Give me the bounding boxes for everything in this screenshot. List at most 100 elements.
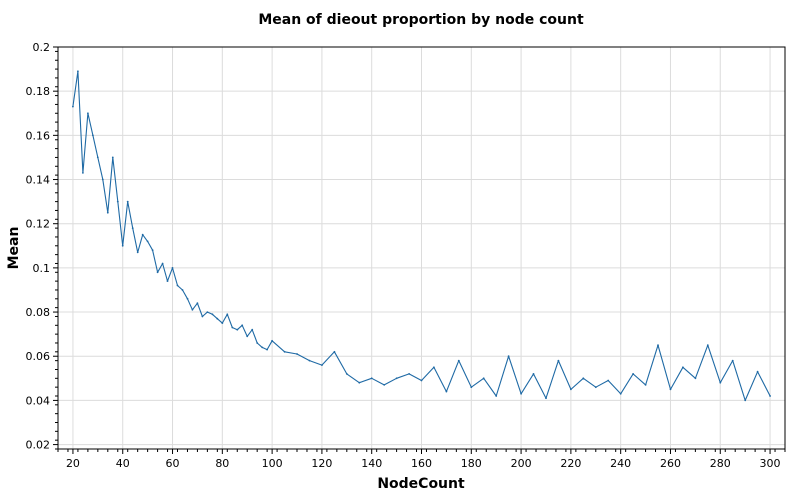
data-point	[657, 344, 659, 347]
data-point	[682, 366, 684, 369]
data-point	[96, 156, 99, 159]
chart-title: Mean of dieout proportion by node count	[258, 12, 584, 28]
data-point	[251, 328, 254, 331]
data-point	[231, 326, 234, 329]
data-point	[111, 156, 114, 159]
data-point	[161, 262, 164, 265]
x-tick-label: 220	[560, 457, 581, 470]
data-point	[221, 322, 224, 324]
data-point	[769, 395, 771, 397]
data-point	[619, 392, 622, 395]
y-tick-label: 0.04	[26, 394, 51, 407]
data-point	[345, 373, 348, 375]
y-tick-label: 0.06	[26, 350, 51, 363]
data-point	[545, 397, 547, 400]
data-point	[694, 377, 697, 380]
data-point	[532, 373, 535, 375]
x-tick-label: 160	[411, 457, 432, 470]
data-point	[731, 359, 734, 362]
x-tick-label: 200	[511, 457, 532, 470]
data-point	[211, 313, 214, 316]
data-point	[171, 267, 174, 269]
data-point	[408, 373, 410, 375]
data-point	[82, 172, 84, 174]
y-tick-label: 0.02	[26, 439, 51, 452]
y-tick-label: 0.08	[26, 306, 51, 319]
data-point	[206, 311, 209, 313]
data-point	[482, 377, 485, 380]
data-point	[495, 395, 498, 397]
x-tick-label: 180	[461, 457, 482, 470]
data-point	[333, 350, 336, 353]
x-tick-label: 80	[215, 457, 229, 470]
data-point	[176, 284, 179, 287]
data-point	[196, 302, 199, 305]
data-point	[266, 348, 268, 351]
data-point	[582, 377, 585, 380]
data-point	[141, 233, 144, 236]
data-point	[557, 359, 560, 362]
y-axis: 0.02 0.04 0.06 0.08 0.1 0.12 0.14 0.16 0.18 0.2	[26, 41, 58, 452]
data-point	[226, 313, 229, 316]
x-tick-label: 120	[311, 457, 332, 470]
data-point	[241, 324, 244, 327]
data-point	[507, 355, 510, 358]
data-point	[669, 388, 672, 391]
x-tick-label: 100	[262, 457, 283, 470]
x-tick-label: 20	[66, 457, 80, 470]
x-tick-label: 280	[710, 457, 731, 470]
x-tick-label: 140	[361, 457, 382, 470]
data-point	[166, 280, 169, 282]
data-point	[632, 373, 634, 375]
data-point	[644, 384, 647, 386]
data-point	[457, 359, 460, 362]
data-point	[744, 399, 747, 402]
data-point	[271, 339, 273, 342]
data-point	[520, 392, 522, 395]
y-axis-label: Mean	[6, 227, 22, 270]
data-point	[146, 240, 149, 243]
data-point	[151, 249, 154, 252]
x-tick-label: 60	[166, 457, 180, 470]
data-point	[283, 350, 286, 353]
data-point	[131, 227, 134, 230]
data-point	[607, 379, 610, 382]
data-point	[236, 328, 239, 331]
data-point	[395, 377, 398, 380]
x-axis-label: NodeCount	[377, 476, 465, 492]
data-point	[246, 335, 249, 338]
data-point	[321, 364, 323, 366]
data-point	[296, 353, 298, 355]
x-tick-label: 40	[116, 457, 130, 470]
data-point	[92, 134, 94, 137]
data-point	[420, 379, 423, 382]
series-layer	[72, 70, 771, 402]
data-point	[106, 211, 109, 214]
y-tick-label: 0.18	[26, 85, 51, 98]
data-point	[186, 297, 189, 300]
data-point	[706, 344, 709, 347]
x-tick-label: 300	[760, 457, 781, 470]
data-point	[370, 377, 373, 380]
x-axis: 20 40 60 80 100 120 140 160 180 200 220 240 260 280 30…	[57, 449, 786, 470]
x-tick-label: 260	[660, 457, 681, 470]
y-tick-label: 0.14	[26, 174, 51, 187]
data-point	[116, 200, 119, 203]
data-point	[101, 178, 104, 181]
y-tick-label: 0.12	[26, 218, 51, 231]
data-point	[756, 370, 759, 373]
data-point	[570, 388, 572, 391]
data-point	[201, 315, 204, 318]
data-point	[136, 251, 139, 254]
data-point	[216, 317, 219, 320]
data-point	[261, 346, 264, 349]
data-point	[156, 271, 159, 274]
data-point	[191, 308, 194, 311]
data-point	[256, 342, 259, 344]
data-point	[126, 200, 129, 203]
data-point	[594, 386, 597, 389]
data-point	[181, 289, 184, 291]
data-point	[72, 105, 74, 108]
